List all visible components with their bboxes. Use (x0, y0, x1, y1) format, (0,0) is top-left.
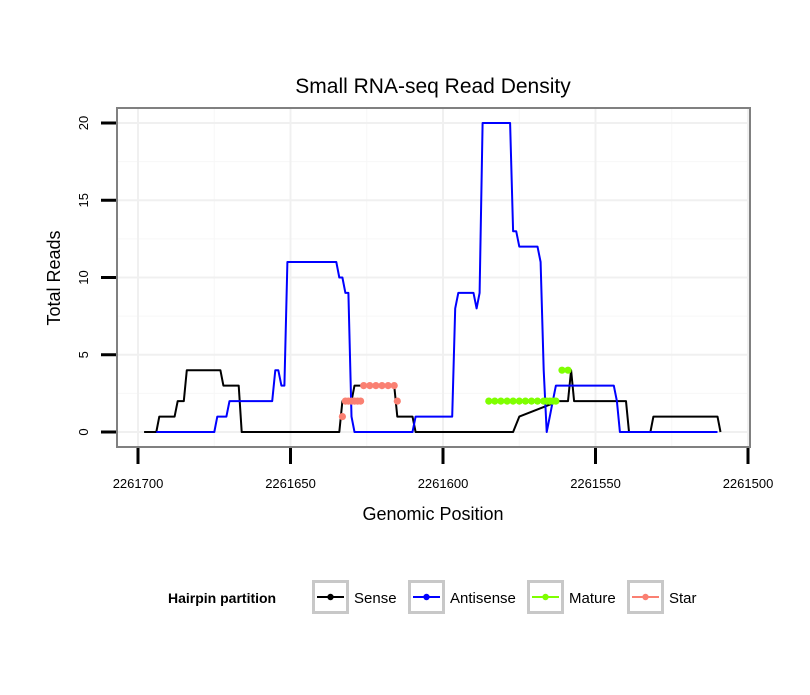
series-point-mature (491, 397, 499, 405)
series-point-mature (509, 397, 517, 405)
series-point-star (384, 382, 392, 390)
legend-label-mature: Mature (569, 590, 616, 607)
series-point-star (360, 382, 368, 390)
series-point-mature (558, 366, 566, 374)
series-point-star (393, 397, 401, 405)
series-point-mature (515, 397, 523, 405)
y-tick-label: 15 (76, 193, 91, 207)
chart-title: Small RNA-seq Read Density (295, 75, 571, 98)
x-tick-label: 2261500 (723, 476, 774, 491)
x-tick-label: 2261600 (418, 476, 469, 491)
y-tick-label: 20 (76, 116, 91, 130)
legend-label-star: Star (669, 590, 697, 607)
plot-border (116, 107, 751, 448)
series-point-mature (503, 397, 511, 405)
legend-key-point-antisense (423, 593, 430, 601)
y-tick-label: 10 (76, 270, 91, 284)
series-line-antisense (156, 122, 718, 433)
legend-label-sense: Sense (354, 590, 397, 607)
x-axis-label: Genomic Position (362, 504, 503, 524)
plot-area: 2261700 2261650 2261600 2261550 2261500 0 5 10 1… (76, 107, 774, 491)
series-point-mature (564, 366, 572, 374)
y-tick-label: 5 (76, 351, 91, 358)
legend-key-point-sense (327, 593, 334, 601)
legend-title: Hairpin partition (168, 590, 276, 606)
series-point-mature (527, 397, 536, 405)
series-point-mature (552, 397, 560, 405)
series-point-mature (497, 397, 505, 405)
x-tick-label: 2261650 (265, 476, 316, 491)
y-tick-label: 0 (76, 428, 91, 435)
series-point-star (378, 382, 386, 390)
series-point-star (366, 382, 374, 390)
legend: Hairpin partition Sense Antisense Mature St… (168, 580, 697, 614)
series-point-mature (521, 397, 530, 405)
series-point-mature (533, 397, 542, 405)
x-tick-label: 2261550 (570, 476, 621, 491)
series-point-star (390, 382, 398, 390)
series-point-star (357, 397, 365, 405)
x-tick-label: 2261700 (113, 476, 164, 491)
legend-key-point-star (642, 593, 649, 601)
y-axis-label: Total Reads (44, 230, 64, 325)
series-point-mature (485, 397, 493, 405)
series-point-star (338, 413, 346, 421)
series-point-star (372, 382, 380, 390)
legend-key-point-mature (542, 593, 549, 601)
legend-label-antisense: Antisense (450, 590, 516, 607)
